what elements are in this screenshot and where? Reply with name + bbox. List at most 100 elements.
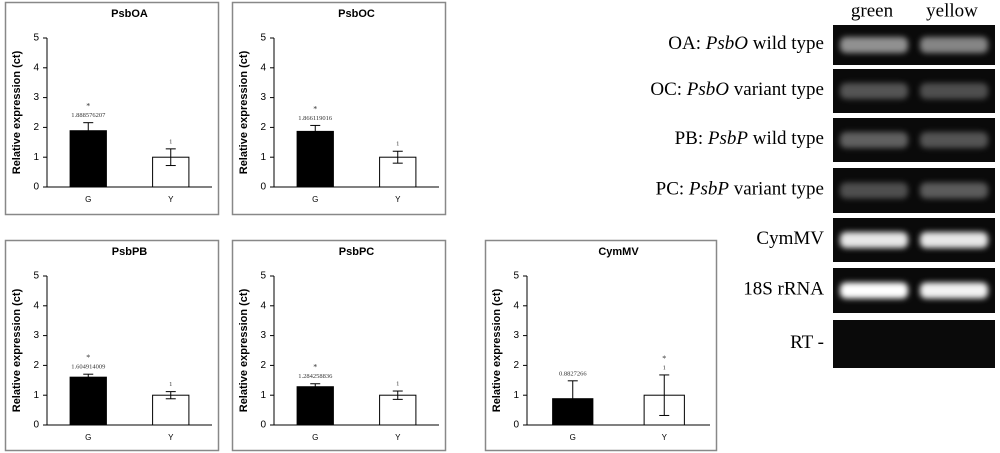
y-tick-label: 2 — [33, 122, 39, 133]
gel-row-label-part: PsbP — [707, 128, 749, 149]
y-tick-label: 1 — [260, 390, 266, 401]
y-tick-label: 4 — [33, 62, 39, 73]
bar — [379, 394, 417, 426]
y-axis-label: Relative expression (ct) — [11, 288, 23, 412]
gel-band — [920, 182, 988, 199]
gel-band — [840, 37, 908, 53]
gel-row-label: CymMV — [756, 228, 824, 249]
bar — [296, 130, 334, 188]
gel-row-label: OC: PsbO variant type — [650, 79, 824, 100]
y-tick-label: 3 — [260, 92, 266, 103]
y-tick-label: 0 — [260, 420, 266, 431]
gel-row-label-part: wild type — [748, 128, 824, 149]
y-tick-label: 5 — [260, 33, 266, 44]
significance-mark: * — [86, 102, 90, 111]
y-tick-label: 4 — [513, 300, 519, 311]
chart-title: PsbOA — [111, 8, 148, 20]
gel-band — [840, 83, 908, 99]
x-tick-label: Y — [395, 433, 401, 442]
gel-band — [840, 132, 908, 148]
y-axis-label: Relative expression (ct) — [238, 50, 250, 174]
chart: PsbOA Relative expression (ct) 0 1 2 3 4 5 1.888… — [4, 1, 220, 216]
data-label: 1.888576207 — [71, 112, 106, 119]
gel-row-label: 18S rRNA — [743, 279, 824, 300]
gel-row-label-part: variant type — [729, 79, 824, 100]
y-tick-label: 3 — [260, 330, 266, 341]
y-tick-label: 3 — [33, 330, 39, 341]
gel-panel: green yellow — [851, 0, 978, 21]
gel-row-label-part: RT - — [790, 332, 824, 353]
y-tick-label: 1 — [260, 152, 266, 163]
gel-row-label-part: CymMV — [756, 228, 824, 249]
data-label: 1.284258836 — [298, 373, 333, 380]
y-tick-label: 2 — [513, 360, 519, 371]
y-tick-label: 4 — [260, 300, 266, 311]
y-tick-label: 2 — [260, 360, 266, 371]
chart-title: CymMV — [598, 246, 639, 258]
y-tick-label: 1 — [33, 152, 39, 163]
data-label: 1 — [169, 138, 172, 145]
y-tick-label: 2 — [260, 122, 266, 133]
x-tick-label: G — [570, 433, 576, 442]
gel-band — [920, 37, 988, 53]
gel-row-label-part: PB: — [675, 128, 708, 149]
gel-band — [920, 282, 988, 299]
data-label: 1.866119016 — [298, 115, 333, 122]
gel-row-label-part: PsbO — [705, 33, 749, 54]
gel-band — [920, 132, 988, 148]
bar — [152, 394, 190, 426]
data-label: 1 — [396, 141, 399, 148]
x-tick-label: G — [312, 195, 318, 204]
chart: PsbOC Relative expression (ct) 0 1 2 3 4 5 1.866… — [231, 1, 447, 216]
gel-band — [840, 232, 908, 248]
significance-mark: * — [313, 363, 317, 372]
x-tick-label: Y — [662, 433, 668, 442]
y-axis-label: Relative expression (ct) — [11, 50, 23, 174]
significance-mark: * — [313, 104, 317, 113]
y-tick-label: 0 — [260, 182, 266, 193]
gel-row-label-part: OC: — [650, 79, 686, 100]
y-tick-label: 0 — [33, 182, 39, 193]
chart-title: PsbPC — [339, 246, 375, 258]
x-tick-label: G — [85, 195, 91, 204]
data-label: 0.8827266 — [559, 370, 587, 377]
chart: CymMV Relative expression (ct) 0 1 2 3 4 5 0.882… — [484, 239, 718, 452]
gel-column-label: yellow — [926, 0, 978, 21]
chart-title: PsbOC — [338, 8, 375, 20]
gel-row-label: RT - — [790, 332, 824, 353]
y-tick-label: 5 — [33, 33, 39, 44]
bar — [296, 386, 334, 426]
y-tick-label: 4 — [33, 300, 39, 311]
gel-band — [840, 182, 908, 199]
x-tick-label: G — [312, 433, 318, 442]
significance-mark: * — [662, 354, 666, 363]
gel-lane — [833, 320, 995, 368]
x-tick-label: Y — [168, 433, 174, 442]
x-tick-label: Y — [395, 195, 401, 204]
gel-row-label-part: OA: — [668, 33, 705, 54]
gel-row-label-part: variant type — [729, 179, 824, 200]
gel-row-label-part: PsbP — [688, 179, 730, 200]
bar — [69, 130, 107, 188]
y-tick-label: 3 — [33, 92, 39, 103]
y-tick-label: 5 — [513, 271, 519, 282]
gel-row-label: PB: PsbP wild type — [675, 128, 824, 149]
y-axis-label: Relative expression (ct) — [491, 288, 503, 412]
bar — [69, 376, 107, 426]
y-tick-label: 2 — [33, 360, 39, 371]
gel-column-label: green — [851, 0, 894, 21]
chart: PsbPB Relative expression (ct) 0 1 2 3 4 5 1.604… — [4, 239, 220, 452]
y-tick-label: 1 — [513, 390, 519, 401]
data-label: 1.604914009 — [71, 364, 105, 371]
data-label: 1 — [663, 364, 666, 371]
y-tick-label: 0 — [513, 420, 519, 431]
chart-title: PsbPB — [112, 246, 148, 258]
y-tick-label: 4 — [260, 62, 266, 73]
gel-row-label-part: 18S rRNA — [743, 279, 824, 300]
y-tick-label: 1 — [33, 390, 39, 401]
gel-row-label: OA: PsbO wild type — [668, 33, 824, 54]
gel-band — [920, 232, 988, 248]
x-tick-label: Y — [168, 195, 174, 204]
gel-band — [920, 83, 988, 99]
